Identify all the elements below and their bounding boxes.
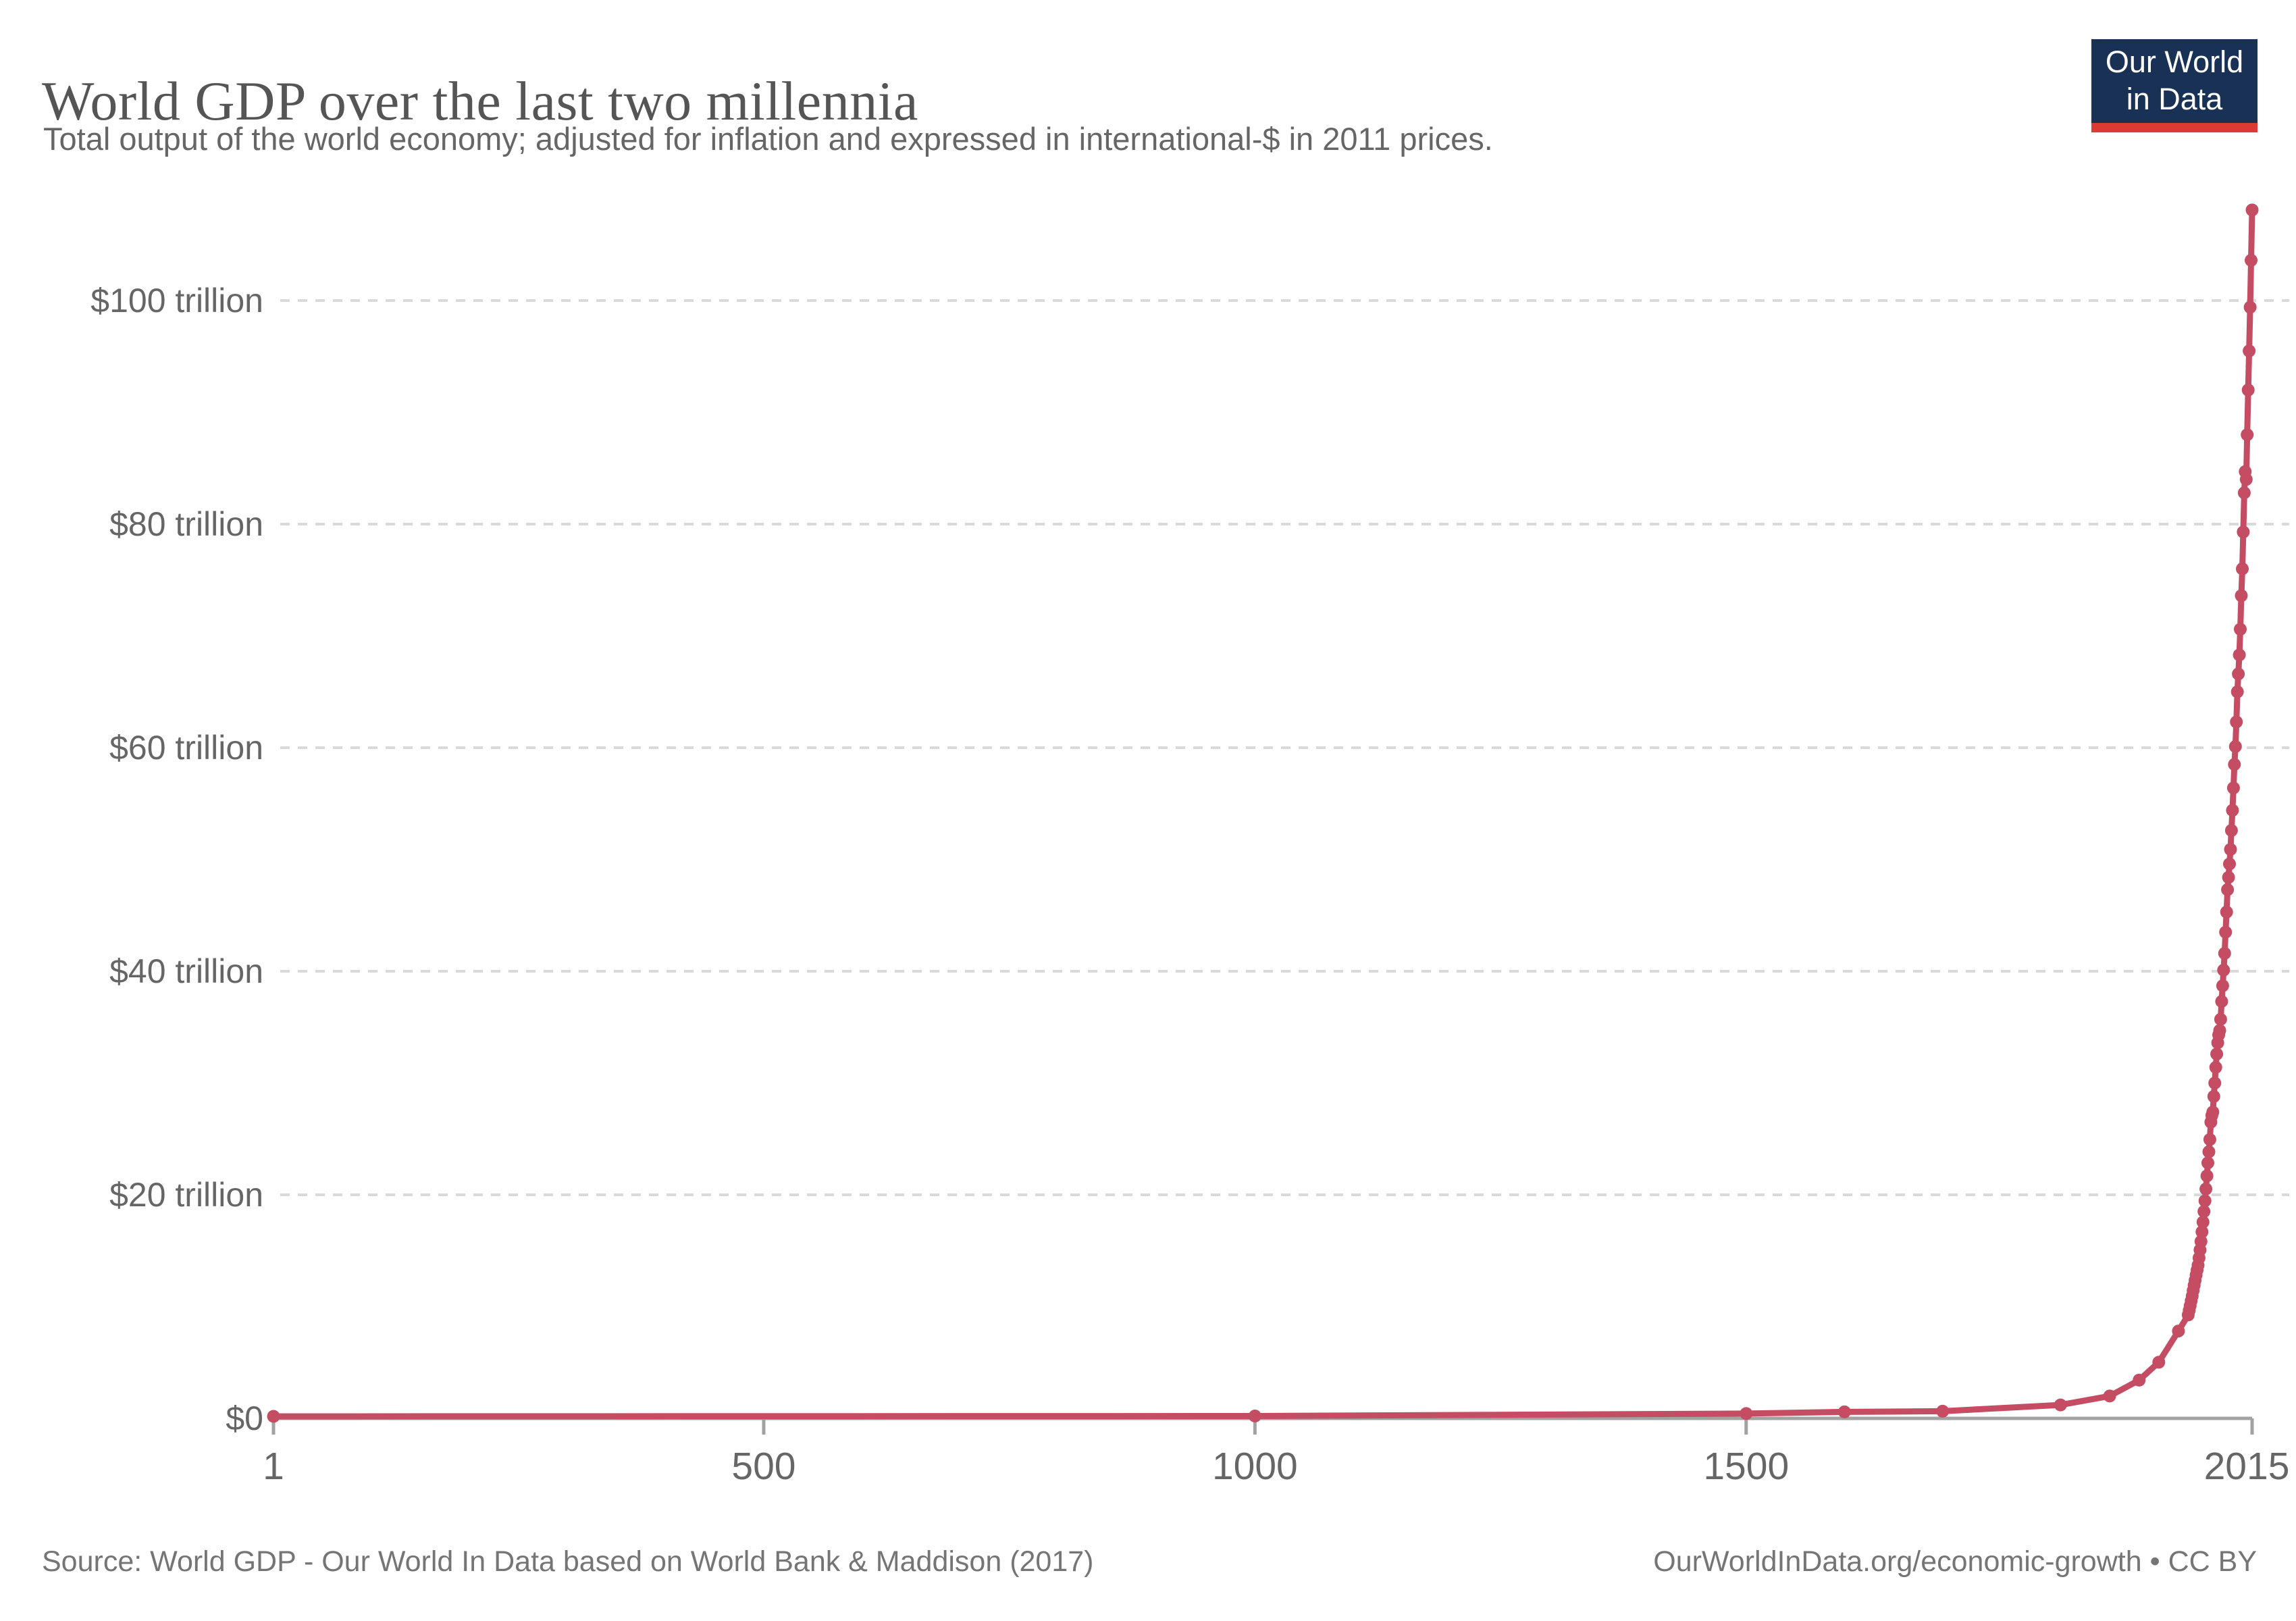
y-tick-label: $80 trillion	[109, 505, 263, 543]
data-point[interactable]	[2230, 715, 2243, 729]
data-point[interactable]	[2236, 562, 2249, 575]
y-tick-label: $40 trillion	[109, 952, 263, 990]
y-tick-label: $20 trillion	[109, 1176, 263, 1214]
gdp-line[interactable]	[270, 207, 2255, 1420]
data-point[interactable]	[2245, 253, 2258, 267]
owid-logo-text: Our World in Data	[2091, 39, 2258, 123]
data-point[interactable]	[2224, 824, 2238, 837]
data-point[interactable]	[2235, 589, 2248, 602]
data-point[interactable]	[2222, 871, 2235, 884]
data-point[interactable]	[2201, 1156, 2214, 1170]
owid-logo-red-bar	[2091, 123, 2258, 132]
data-point[interactable]	[2219, 925, 2233, 939]
data-point[interactable]	[2232, 667, 2245, 681]
data-point[interactable]	[2241, 428, 2254, 442]
data-point[interactable]	[2226, 781, 2240, 795]
data-point[interactable]	[2208, 1077, 2222, 1089]
data-point[interactable]	[2239, 473, 2253, 486]
data-point[interactable]	[2234, 623, 2247, 636]
data-point[interactable]	[2221, 883, 2235, 896]
data-point[interactable]	[2230, 685, 2244, 698]
y-tick-label: $100 trillion	[90, 282, 263, 319]
data-point[interactable]	[2103, 1389, 2116, 1403]
data-point[interactable]	[2243, 301, 2257, 314]
page-subtitle: Total output of the world economy; adjus…	[43, 121, 1493, 157]
data-point[interactable]	[2203, 1133, 2216, 1146]
page-footer: Source: World GDP - Our World In Data ba…	[42, 1545, 2257, 1578]
data-point[interactable]	[2223, 857, 2236, 871]
data-point[interactable]	[2245, 203, 2259, 217]
data-point[interactable]	[2198, 1194, 2212, 1208]
data-point[interactable]	[2228, 740, 2242, 753]
source-text: Source: World GDP - Our World In Data ba…	[42, 1545, 1094, 1578]
data-point[interactable]	[2214, 1012, 2227, 1026]
data-point[interactable]	[2195, 1225, 2209, 1239]
data-point[interactable]	[2172, 1324, 2185, 1338]
data-point[interactable]	[2206, 1106, 2220, 1118]
data-point[interactable]	[1936, 1404, 1950, 1418]
x-tick-label: 1500	[1703, 1445, 1789, 1488]
data-point[interactable]	[267, 1410, 280, 1423]
owid-logo[interactable]: Our World in Data	[2091, 39, 2258, 132]
data-point[interactable]	[2133, 1373, 2146, 1387]
x-tick-label: 1000	[1212, 1445, 1298, 1488]
data-point[interactable]	[2215, 995, 2228, 1008]
data-point[interactable]	[2216, 979, 2229, 992]
data-point[interactable]	[2237, 486, 2251, 500]
data-point[interactable]	[2217, 963, 2230, 977]
data-point[interactable]	[2196, 1215, 2210, 1229]
data-point[interactable]	[2210, 1048, 2224, 1060]
data-point[interactable]	[2200, 1169, 2214, 1183]
data-point[interactable]	[2233, 648, 2246, 662]
data-point[interactable]	[2213, 1024, 2226, 1037]
data-point[interactable]	[2241, 383, 2255, 396]
data-point[interactable]	[2199, 1182, 2213, 1195]
data-point[interactable]	[1837, 1405, 1851, 1418]
data-point[interactable]	[2224, 843, 2237, 856]
data-point[interactable]	[2220, 905, 2233, 919]
data-point[interactable]	[2194, 1235, 2208, 1248]
data-point[interactable]	[2237, 525, 2250, 539]
data-point[interactable]	[2207, 1089, 2220, 1103]
data-point[interactable]	[2226, 804, 2239, 817]
data-point[interactable]	[2228, 758, 2241, 771]
x-tick-label: 1	[263, 1445, 284, 1488]
data-point[interactable]	[1740, 1407, 1753, 1420]
data-point[interactable]	[2197, 1205, 2211, 1218]
data-point[interactable]	[2054, 1398, 2067, 1412]
data-point[interactable]	[1248, 1410, 1261, 1422]
data-point[interactable]	[2209, 1060, 2222, 1074]
data-point[interactable]	[2243, 344, 2256, 357]
y-tick-label: $60 trillion	[109, 729, 263, 767]
page-title: World GDP over the last two millennia	[42, 70, 918, 132]
x-tick-label: 2015	[2204, 1445, 2290, 1488]
owid-logo-line1: Our World	[2105, 45, 2244, 80]
data-point[interactable]	[2202, 1145, 2216, 1158]
owid-logo-line2: in Data	[2126, 82, 2223, 116]
data-point[interactable]	[2218, 947, 2231, 960]
y-tick-label: $0	[226, 1399, 263, 1437]
data-point[interactable]	[2152, 1356, 2166, 1369]
footer-link[interactable]: OurWorldInData.org/economic-growth • CC …	[1653, 1545, 2257, 1578]
x-tick-label: 500	[731, 1445, 795, 1488]
